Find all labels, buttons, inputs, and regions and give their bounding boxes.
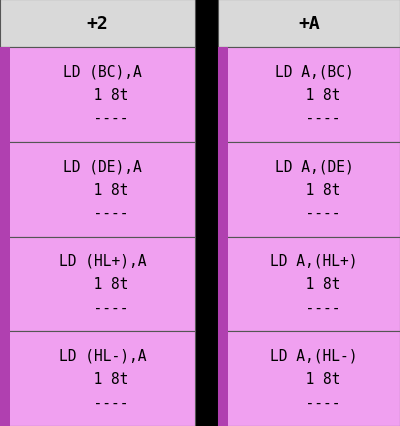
Text: LD (BC),A
  1 8t
  ----: LD (BC),A 1 8t ---- — [63, 64, 142, 126]
Bar — [0, 48, 10, 142]
Text: LD A,(BC)
  1 8t
  ----: LD A,(BC) 1 8t ---- — [275, 64, 353, 126]
Bar — [218, 331, 228, 426]
Bar — [0, 142, 195, 237]
Text: LD (HL-),A
  1 8t
  ----: LD (HL-),A 1 8t ---- — [59, 348, 146, 409]
Bar — [0, 237, 195, 331]
Bar — [218, 0, 400, 48]
Bar — [0, 331, 10, 426]
Bar — [218, 142, 400, 237]
Bar — [218, 237, 228, 331]
Text: LD (HL+),A
  1 8t
  ----: LD (HL+),A 1 8t ---- — [59, 253, 146, 315]
Text: LD (DE),A
  1 8t
  ----: LD (DE),A 1 8t ---- — [63, 159, 142, 221]
Bar — [195, 0, 218, 426]
Text: LD A,(HL+)
  1 8t
  ----: LD A,(HL+) 1 8t ---- — [270, 253, 358, 315]
Text: LD A,(DE)
  1 8t
  ----: LD A,(DE) 1 8t ---- — [275, 159, 353, 221]
Bar — [0, 331, 195, 426]
Bar — [218, 331, 400, 426]
Bar — [218, 237, 400, 331]
Bar — [0, 48, 195, 142]
Bar — [0, 0, 195, 48]
Bar — [0, 237, 10, 331]
Text: LD A,(HL-)
  1 8t
  ----: LD A,(HL-) 1 8t ---- — [270, 348, 358, 409]
Bar — [0, 142, 10, 237]
Text: +2: +2 — [87, 15, 108, 33]
Bar — [218, 48, 400, 142]
Bar — [218, 48, 228, 142]
Text: +A: +A — [298, 15, 320, 33]
Bar — [218, 142, 228, 237]
